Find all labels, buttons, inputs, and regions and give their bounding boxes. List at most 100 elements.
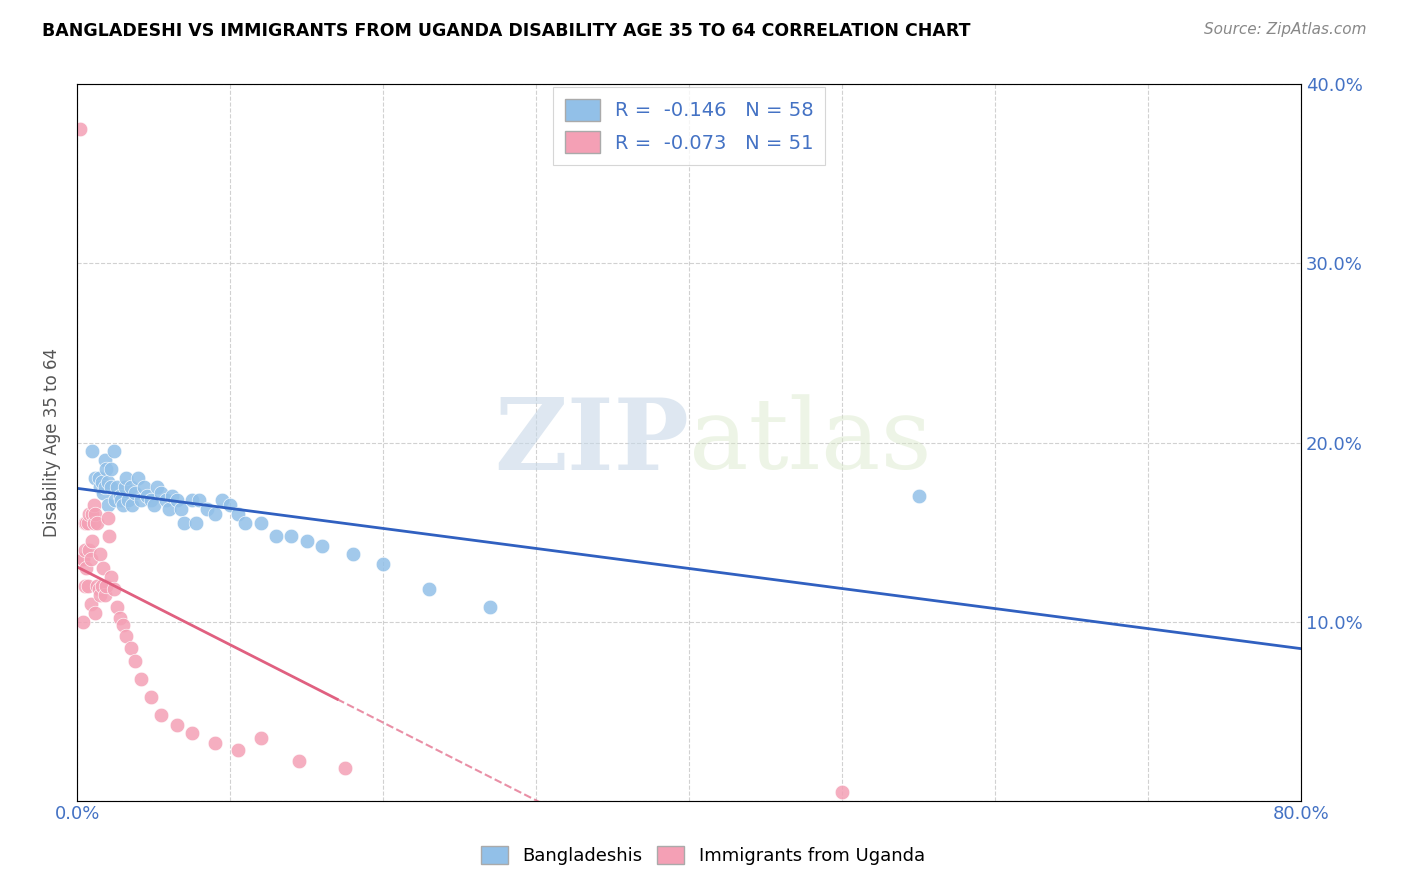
Point [79, 543, 101, 558]
Point [204, 736, 226, 750]
Point [831, 785, 853, 799]
Point [188, 492, 211, 507]
Point [124, 485, 146, 500]
Point [134, 480, 156, 494]
Point [418, 582, 440, 597]
Point [111, 618, 134, 632]
Point [150, 485, 173, 500]
Point [124, 654, 146, 668]
Point [166, 492, 188, 507]
Point [89, 547, 111, 561]
Point [97, 510, 120, 524]
Point [180, 725, 202, 739]
Point [103, 444, 125, 458]
Point [115, 471, 138, 485]
Point [96, 579, 118, 593]
Text: atlas: atlas [689, 394, 932, 491]
Point [76, 516, 98, 530]
Text: Source: ZipAtlas.com: Source: ZipAtlas.com [1204, 22, 1367, 37]
Point [73, 543, 96, 558]
Point [195, 501, 218, 516]
Point [96, 462, 118, 476]
Point [80, 552, 103, 566]
Point [211, 492, 233, 507]
Point [288, 754, 311, 768]
Point [90, 475, 112, 489]
Point [89, 480, 111, 494]
Y-axis label: Disability Age 35 to 64: Disability Age 35 to 64 [44, 348, 60, 537]
Point [139, 492, 162, 507]
Point [103, 582, 125, 597]
Point [82, 444, 104, 458]
Point [114, 480, 136, 494]
Point [110, 492, 132, 507]
Point [100, 480, 122, 494]
Point [180, 492, 202, 507]
Point [120, 480, 142, 494]
Point [371, 558, 394, 572]
Point [73, 516, 96, 530]
Point [117, 492, 139, 507]
Text: BANGLADESHI VS IMMIGRANTS FROM UGANDA DISABILITY AGE 35 TO 64 CORRELATION CHART: BANGLADESHI VS IMMIGRANTS FROM UGANDA DI… [42, 22, 970, 40]
Point [98, 528, 121, 542]
Point [226, 507, 249, 521]
Point [72, 552, 94, 566]
Point [131, 492, 153, 507]
Point [219, 498, 242, 512]
Point [86, 579, 108, 593]
Point [108, 611, 131, 625]
Point [87, 582, 110, 597]
Point [479, 600, 502, 615]
Point [93, 453, 115, 467]
Point [155, 492, 177, 507]
Point [907, 489, 929, 503]
Point [131, 672, 153, 686]
Point [82, 534, 104, 549]
Point [97, 498, 120, 512]
Point [150, 707, 173, 722]
Point [100, 570, 122, 584]
Point [84, 507, 107, 521]
Legend: Bangladeshis, Immigrants from Uganda: Bangladeshis, Immigrants from Uganda [474, 838, 932, 872]
Point [105, 600, 128, 615]
Point [80, 597, 103, 611]
Point [91, 485, 114, 500]
Point [93, 480, 115, 494]
Point [204, 507, 226, 521]
Point [111, 498, 134, 512]
Point [90, 579, 112, 593]
Point [170, 501, 193, 516]
Point [333, 761, 356, 775]
Point [249, 731, 271, 745]
Point [264, 528, 287, 542]
Point [83, 498, 105, 512]
Legend: R =  -0.146   N = 58, R =  -0.073   N = 51: R = -0.146 N = 58, R = -0.073 N = 51 [553, 87, 825, 165]
Point [91, 561, 114, 575]
Point [136, 489, 159, 503]
Point [108, 489, 131, 503]
Point [120, 641, 142, 656]
Point [89, 588, 111, 602]
Point [82, 507, 104, 521]
Point [100, 462, 122, 476]
Point [75, 516, 97, 530]
Text: ZIP: ZIP [495, 394, 689, 491]
Point [295, 534, 318, 549]
Point [173, 516, 195, 530]
Point [69, 122, 91, 136]
Point [157, 501, 180, 516]
Point [73, 579, 96, 593]
Point [115, 629, 138, 643]
Point [139, 690, 162, 704]
Point [84, 606, 107, 620]
Point [75, 561, 97, 575]
Point [83, 516, 105, 530]
Point [342, 547, 364, 561]
Point [226, 743, 249, 757]
Point [280, 528, 302, 542]
Point [97, 475, 120, 489]
Point [142, 498, 165, 512]
Point [79, 507, 101, 521]
Point [166, 718, 188, 732]
Point [127, 471, 149, 485]
